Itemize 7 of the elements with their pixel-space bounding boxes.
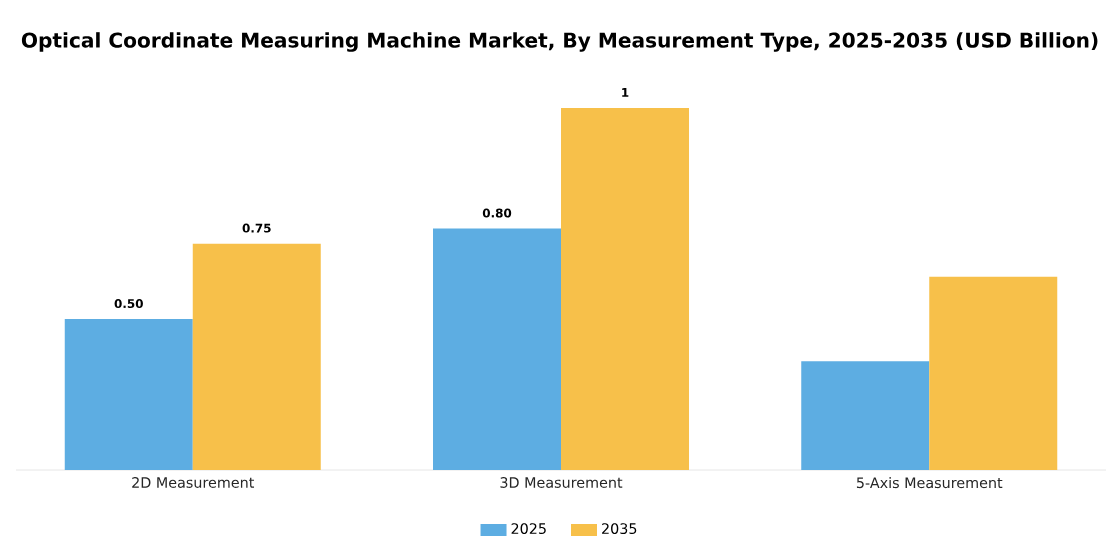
bar bbox=[801, 361, 930, 470]
bar bbox=[192, 243, 321, 470]
bar bbox=[433, 228, 562, 470]
bar bbox=[561, 107, 690, 470]
chart-title: Optical Coordinate Measuring Machine Market, By Measurement Type, 2025-2035 (USD Billion) bbox=[21, 32, 1098, 52]
bar bbox=[929, 276, 1058, 470]
bar bbox=[64, 319, 193, 470]
